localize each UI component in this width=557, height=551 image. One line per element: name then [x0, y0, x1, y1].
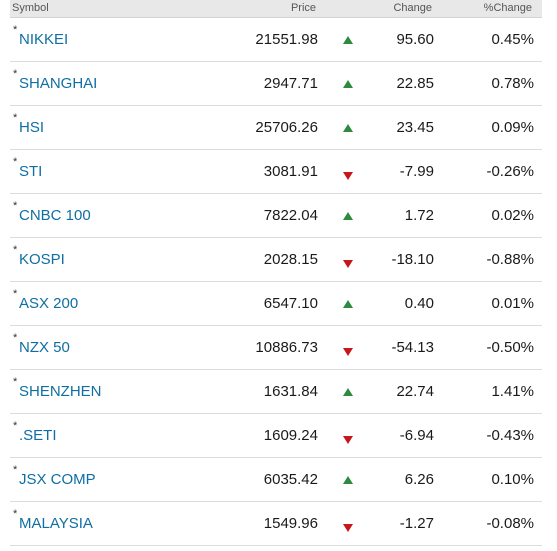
pct-change-value: -0.50% — [486, 339, 534, 356]
row-marker: * — [13, 508, 18, 520]
symbol-link[interactable]: JSX COMP — [19, 471, 96, 488]
row-marker: * — [13, 420, 18, 432]
change-value: 22.74 — [396, 383, 434, 400]
market-indices-table: Symbol Price Change %Change * NIKKEI 215… — [10, 0, 542, 546]
table-row: * NZX 50 10886.73 -54.13 -0.50% — [10, 326, 542, 370]
pct-change-value: -0.26% — [486, 163, 534, 180]
table-row: * .SETI 1609.24 -6.94 -0.43% — [10, 414, 542, 458]
symbol-link[interactable]: SHANGHAI — [19, 75, 98, 92]
change-value: -1.27 — [399, 515, 434, 532]
table-row: * HSI 25706.26 23.45 0.09% — [10, 106, 542, 150]
triangle-up-icon — [343, 36, 353, 44]
triangle-down-icon — [343, 524, 353, 532]
pct-change-value: -0.43% — [486, 427, 534, 444]
pct-change-value: 1.41% — [491, 383, 534, 400]
table-row: * ASX 200 6547.10 0.40 0.01% — [10, 282, 542, 326]
change-value: -18.10 — [391, 251, 434, 268]
triangle-up-icon — [343, 476, 353, 484]
change-value: -6.94 — [399, 427, 434, 444]
row-marker: * — [13, 288, 18, 300]
row-marker: * — [13, 332, 18, 344]
table-row: * CNBC 100 7822.04 1.72 0.02% — [10, 194, 542, 238]
table-header: Symbol Price Change %Change — [10, 0, 542, 18]
change-value: 0.40 — [404, 295, 434, 312]
column-header-change[interactable]: Change — [393, 2, 432, 14]
price-value: 1631.84 — [263, 383, 318, 400]
symbol-link[interactable]: MALAYSIA — [19, 515, 93, 532]
symbol-link[interactable]: CNBC 100 — [19, 207, 91, 224]
symbol-link[interactable]: NZX 50 — [19, 339, 70, 356]
column-header-price[interactable]: Price — [290, 2, 316, 14]
row-marker: * — [13, 376, 18, 388]
triangle-up-icon — [343, 80, 353, 88]
pct-change-value: 0.45% — [491, 31, 534, 48]
pct-change-value: 0.02% — [491, 207, 534, 224]
pct-change-value: -0.08% — [486, 515, 534, 532]
price-value: 2028.15 — [263, 251, 318, 268]
change-value: -7.99 — [399, 163, 434, 180]
price-value: 3081.91 — [263, 163, 318, 180]
triangle-up-icon — [343, 300, 353, 308]
table-row: * SHENZHEN 1631.84 22.74 1.41% — [10, 370, 542, 414]
table-row: * SHANGHAI 2947.71 22.85 0.78% — [10, 62, 542, 106]
change-value: 1.72 — [404, 207, 434, 224]
price-value: 6035.42 — [263, 471, 318, 488]
price-value: 7822.04 — [263, 207, 318, 224]
symbol-link[interactable]: SHENZHEN — [19, 383, 102, 400]
price-value: 1609.24 — [263, 427, 318, 444]
column-header-pct-change[interactable]: %Change — [483, 2, 532, 14]
table-row: * NIKKEI 21551.98 95.60 0.45% — [10, 18, 542, 62]
pct-change-value: 0.01% — [491, 295, 534, 312]
symbol-link[interactable]: NIKKEI — [19, 31, 69, 48]
table-row: * MALAYSIA 1549.96 -1.27 -0.08% — [10, 502, 542, 546]
row-marker: * — [13, 156, 18, 168]
change-value: -54.13 — [391, 339, 434, 356]
row-marker: * — [13, 24, 18, 36]
price-value: 21551.98 — [255, 31, 318, 48]
price-value: 6547.10 — [263, 295, 318, 312]
triangle-up-icon — [343, 212, 353, 220]
pct-change-value: 0.78% — [491, 75, 534, 92]
table-row: * JSX COMP 6035.42 6.26 0.10% — [10, 458, 542, 502]
table-row: * KOSPI 2028.15 -18.10 -0.88% — [10, 238, 542, 282]
symbol-link[interactable]: ASX 200 — [19, 295, 79, 312]
price-value: 10886.73 — [255, 339, 318, 356]
triangle-down-icon — [343, 436, 353, 444]
price-value: 25706.26 — [255, 119, 318, 136]
symbol-link[interactable]: .SETI — [19, 427, 57, 444]
price-value: 2947.71 — [263, 75, 318, 92]
change-value: 6.26 — [404, 471, 434, 488]
price-value: 1549.96 — [263, 515, 318, 532]
row-marker: * — [13, 112, 18, 124]
change-value: 22.85 — [396, 75, 434, 92]
change-value: 95.60 — [396, 31, 434, 48]
symbol-link[interactable]: STI — [19, 163, 43, 180]
triangle-down-icon — [343, 260, 353, 268]
pct-change-value: 0.09% — [491, 119, 534, 136]
row-marker: * — [13, 464, 18, 476]
triangle-up-icon — [343, 124, 353, 132]
triangle-down-icon — [343, 348, 353, 356]
pct-change-value: -0.88% — [486, 251, 534, 268]
triangle-down-icon — [343, 172, 353, 180]
column-header-symbol[interactable]: Symbol — [12, 2, 49, 14]
symbol-link[interactable]: KOSPI — [19, 251, 65, 268]
triangle-up-icon — [343, 388, 353, 396]
row-marker: * — [13, 200, 18, 212]
table-row: * STI 3081.91 -7.99 -0.26% — [10, 150, 542, 194]
row-marker: * — [13, 244, 18, 256]
pct-change-value: 0.10% — [491, 471, 534, 488]
symbol-link[interactable]: HSI — [19, 119, 45, 136]
row-marker: * — [13, 68, 18, 80]
change-value: 23.45 — [396, 119, 434, 136]
